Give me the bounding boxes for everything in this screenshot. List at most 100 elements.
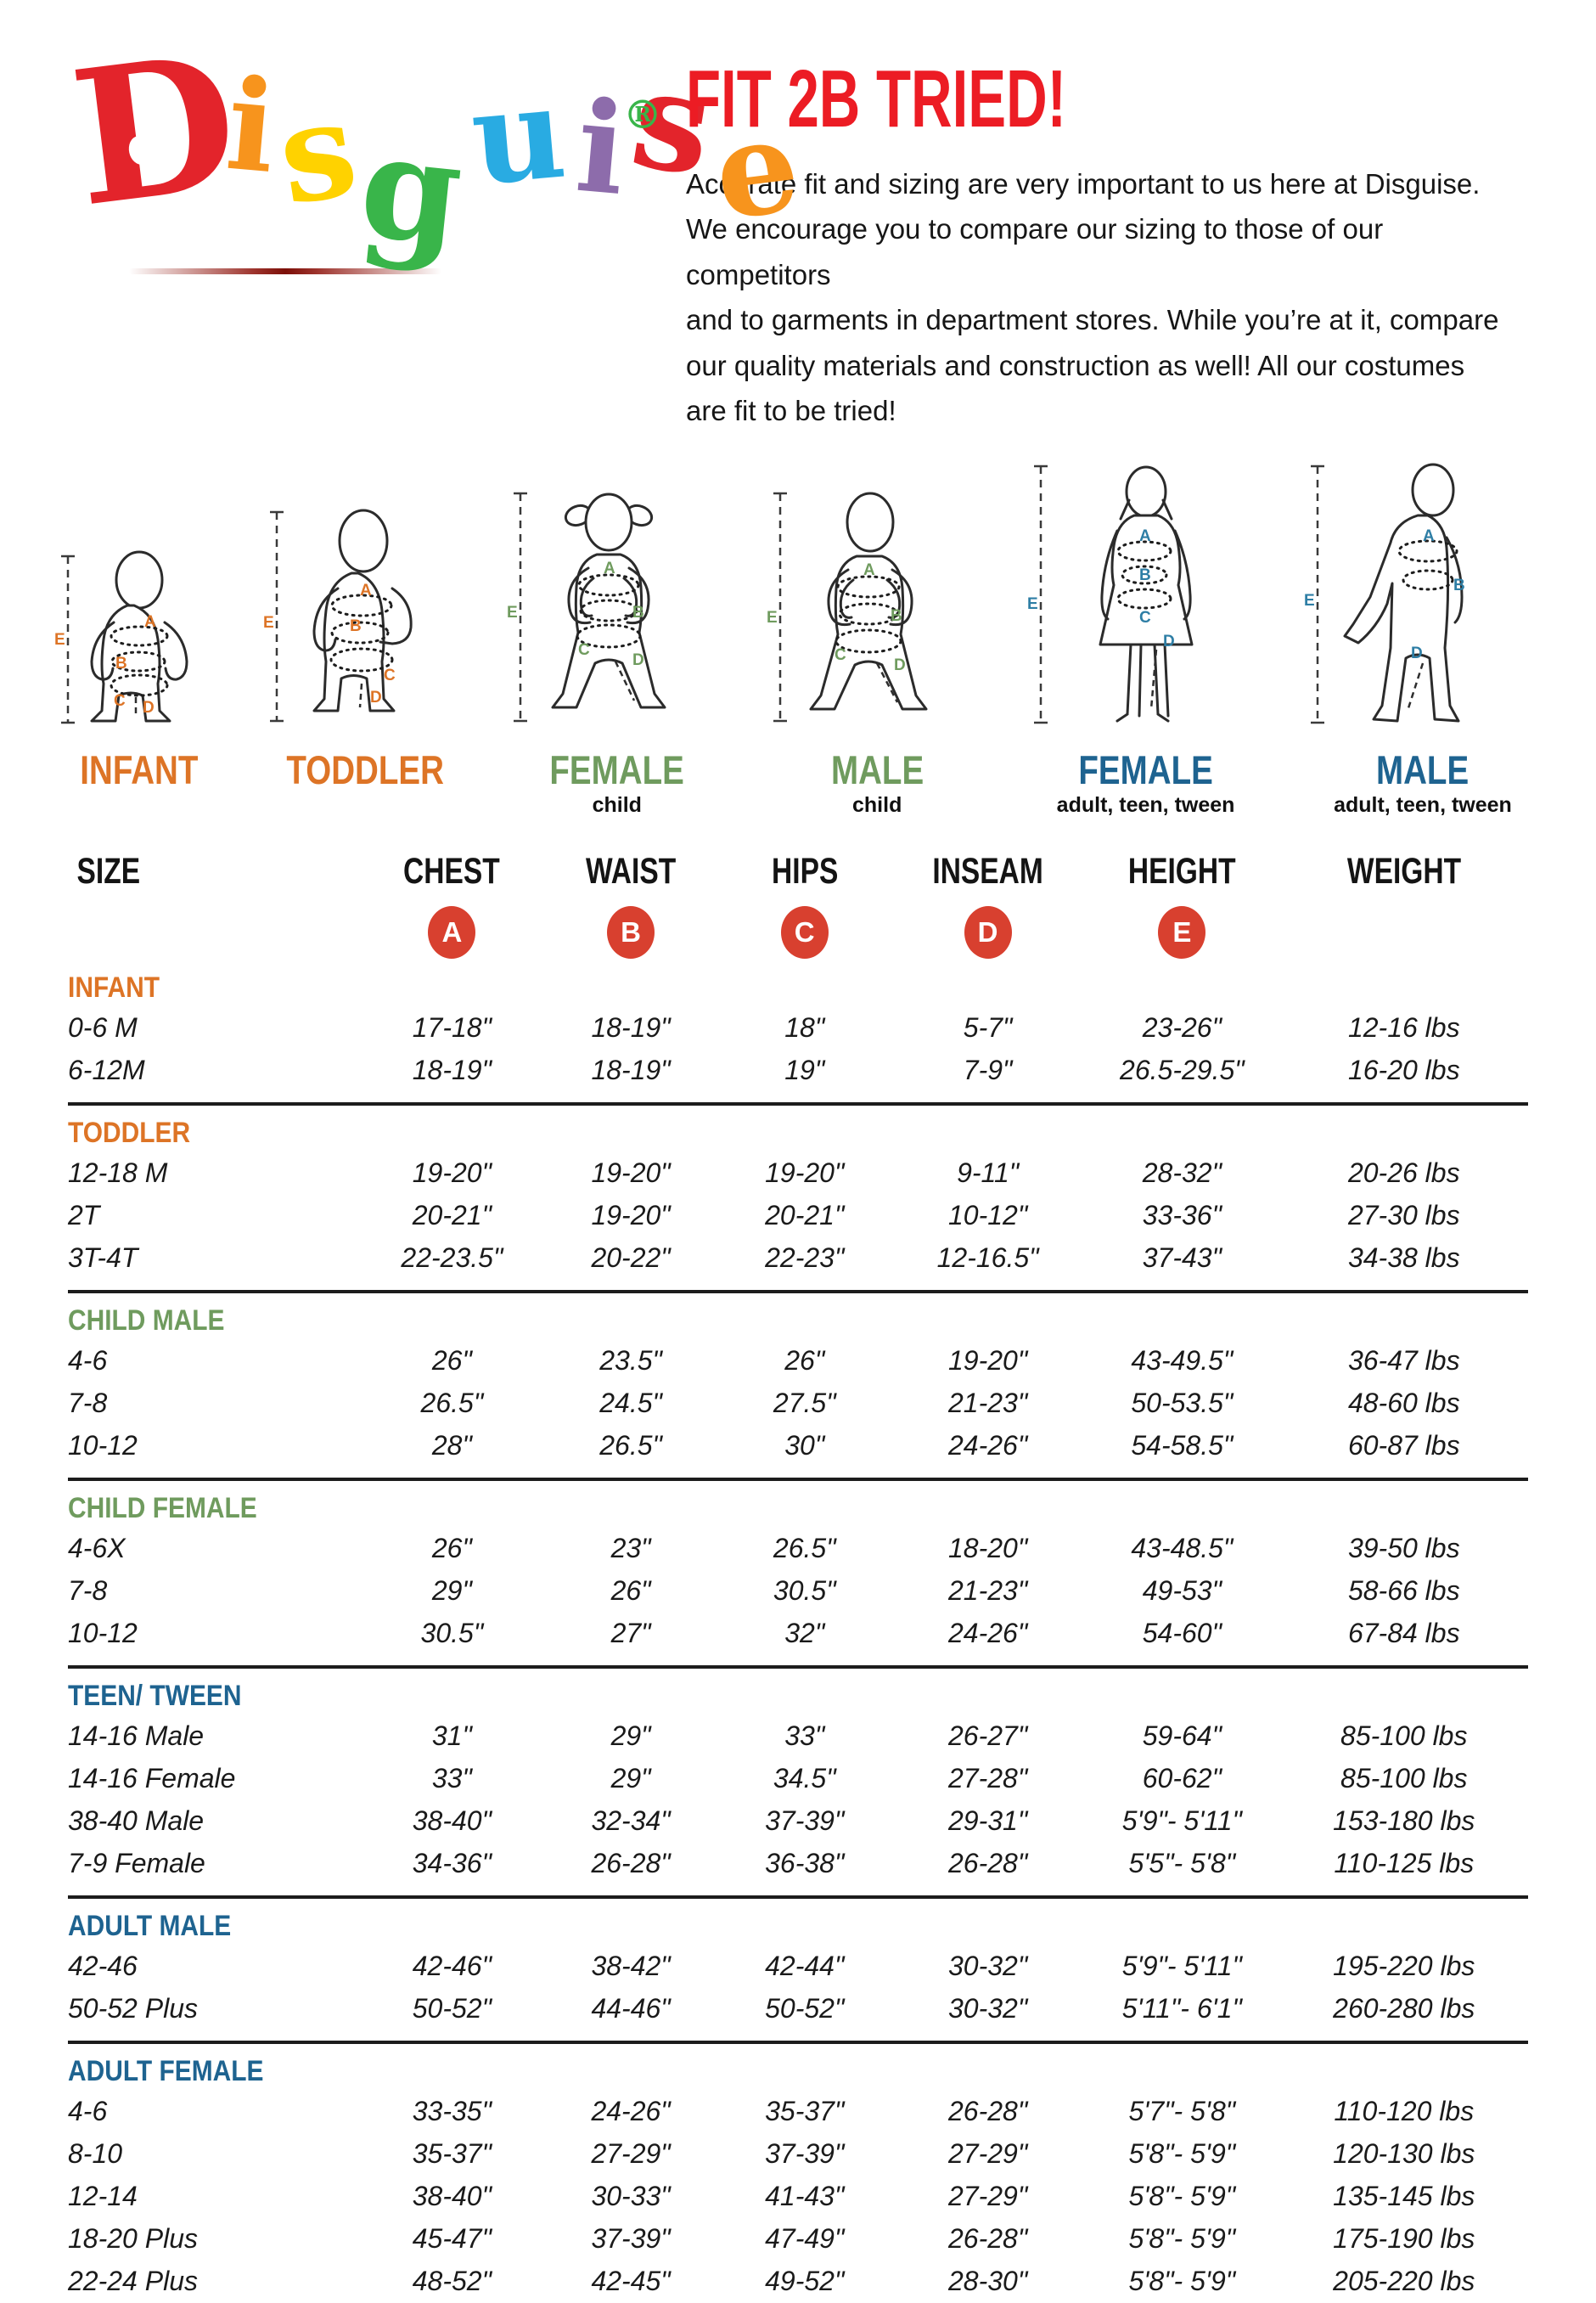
hips-cell: 50-52" [765,1993,845,2024]
height-cell: 37-43" [1142,1242,1222,1274]
badge-b: B [607,905,655,959]
height-cell: 28-32" [1142,1157,1222,1189]
section-teen-tween: TEEN/ TWEEN 14-16 Male 31" 29" 33" 26-27… [68,1669,1528,1899]
intro-paragraph-line: Accurate fit and sizing are very importa… [686,168,1481,200]
inseam-cell: 9-11" [957,1157,1020,1189]
hips-cell: 35-37" [765,2096,845,2127]
weight-cell: 36-47 lbs [1347,1345,1460,1377]
label-b: B [1453,577,1465,594]
section-divider [68,1101,1528,1106]
height-cell: 50-53.5" [1131,1388,1234,1419]
weight-cell: 110-120 lbs [1334,2096,1475,2127]
figure-female-child: A B C D E FEMALE child [507,481,728,822]
weight-cell: 39-50 lbs [1347,1533,1460,1564]
table-row: 7-8 26.5" 24.5" 27.5" 21-23" 50-53.5" 48… [68,1382,1528,1425]
chest-cell: 34-36" [412,1848,492,1879]
inseam-cell: 21-23" [947,1388,1028,1419]
inseam-cell: 30-32" [947,1951,1028,1982]
size-cell: 7-8 [68,1575,108,1607]
waist-cell: 32-34" [591,1805,671,1837]
waist-cell: 26.5" [599,1430,662,1461]
figure-subcaption: child [852,792,902,817]
inseam-cell: 29-31" [947,1805,1028,1837]
table-row: 4-6 33-35" 24-26" 35-37" 26-28" 5'7"- 5'… [68,2091,1528,2133]
table-row: 3T-4T 22-23.5" 20-22" 22-23" 12-16.5" 37… [68,1237,1528,1280]
table-row: 42-46 42-46" 38-42" 42-44" 30-32" 5'9"- … [68,1945,1528,1988]
section-divider [68,1895,1528,1899]
waist-cell: 24.5" [599,1388,662,1419]
figure-toddler: A B C D E TODDLER [263,498,467,822]
height-cell: 5'9"- 5'11" [1121,1951,1242,1982]
inseam-cell: 24-26" [947,1430,1028,1461]
weight-cell: 153-180 lbs [1333,1805,1475,1837]
intro-paragraph: Accurate fit and sizing are very importa… [686,161,1520,434]
figure-subcaption: adult, teen, tween [1056,792,1235,817]
waist-cell: 24-26" [591,2096,671,2127]
inseam-cell: 21-23" [947,1575,1028,1607]
label-d: D [1411,645,1423,662]
male-adult-figure-illustration: A B D E [1304,463,1465,724]
waist-cell: 19-20" [591,1157,671,1189]
waist-cell: 23" [610,1533,651,1564]
figure-subcaption: child [592,792,642,817]
label-b: B [1139,566,1151,584]
weight-cell: 195-220 lbs [1333,1951,1475,1982]
chest-cell: 33" [431,1763,472,1794]
hips-cell: 30.5" [773,1575,836,1607]
chest-cell: 19-20" [412,1157,492,1189]
intro-paragraph-line: our quality materials and construction a… [686,349,1465,381]
waist-cell: 18-19" [591,1055,671,1086]
size-cell: 42-46 [68,1951,138,1982]
figure-infant: A B C D E INFANT [54,541,224,822]
height-cell: 5'9"- 5'11" [1121,1805,1242,1837]
height-cell: 60-62" [1142,1763,1222,1794]
size-cell: 10-12 [68,1430,138,1461]
waist-cell: 18-19" [591,1012,671,1044]
height-cell: 5'7"- 5'8" [1128,2096,1236,2127]
size-cell: 14-16 Male [68,1720,205,1752]
figure-male-child: A B C D E MALE child [767,481,987,822]
waist-cell: 38-42" [591,1951,671,1982]
height-cell: 43-48.5" [1131,1533,1234,1564]
inseam-cell: 10-12" [947,1200,1028,1231]
weight-cell: 260-280 lbs [1333,1993,1475,2024]
chest-cell: 48-52" [412,2266,492,2297]
measurement-figures-row: A B C D E INFANT A B C D E TODDLER [0,434,1596,822]
size-cell: 38-40 Male [68,1805,205,1837]
waist-cell: 44-46" [591,1993,671,2024]
height-cell: 5'8"- 5'9" [1128,2223,1236,2255]
weight-cell: 175-190 lbs [1333,2223,1475,2255]
inseam-cell: 5-7" [963,1012,1013,1044]
size-cell: 8-10 [68,2138,123,2170]
size-cell: 7-9 Female [68,1848,205,1879]
height-cell: 54-60" [1142,1618,1222,1649]
weight-cell: 60-87 lbs [1347,1430,1460,1461]
size-cell: 12-14 [68,2181,138,2212]
size-cell: 0-6 M [68,1012,138,1044]
weight-cell: 48-60 lbs [1347,1388,1460,1419]
hips-cell: 27.5" [773,1388,836,1419]
label-a: A [144,613,156,631]
table-row: 18-20 Plus 45-47" 37-39" 47-49" 26-28" 5… [68,2218,1528,2261]
figure-caption: TODDLER [286,746,445,792]
weight-cell: 34-38 lbs [1347,1242,1460,1274]
logo-wordmark: D i s g u i s e [62,13,806,278]
chest-cell: 45-47" [412,2223,492,2255]
height-cell: 5'8"- 5'9" [1128,2266,1236,2297]
label-d: D [370,689,382,707]
section-title: CHILD MALE [68,1304,225,1337]
inseam-cell: 28-30" [947,2266,1028,2297]
hips-cell: 37-39" [765,1805,845,1837]
section-divider [68,1477,1528,1481]
header-hips: HIPS [771,850,838,892]
label-b: B [632,604,644,622]
section-divider [68,1664,1528,1669]
inseam-cell: 18-20" [947,1533,1028,1564]
weight-cell: 58-66 lbs [1347,1575,1460,1607]
figure-male-adult: A B D E MALE adult, teen, tween [1304,456,1542,822]
section-child-female: CHILD FEMALE 4-6X 26" 23" 26.5" 18-20" 4… [68,1481,1528,1669]
chest-cell: 18-19" [412,1055,492,1086]
table-row: 10-12 28" 26.5" 30" 24-26" 54-58.5" 60-8… [68,1425,1528,1467]
size-cell: 4-6X [68,1533,126,1564]
section-adult-male: ADULT MALE 42-46 42-46" 38-42" 42-44" 30… [68,1899,1528,2044]
